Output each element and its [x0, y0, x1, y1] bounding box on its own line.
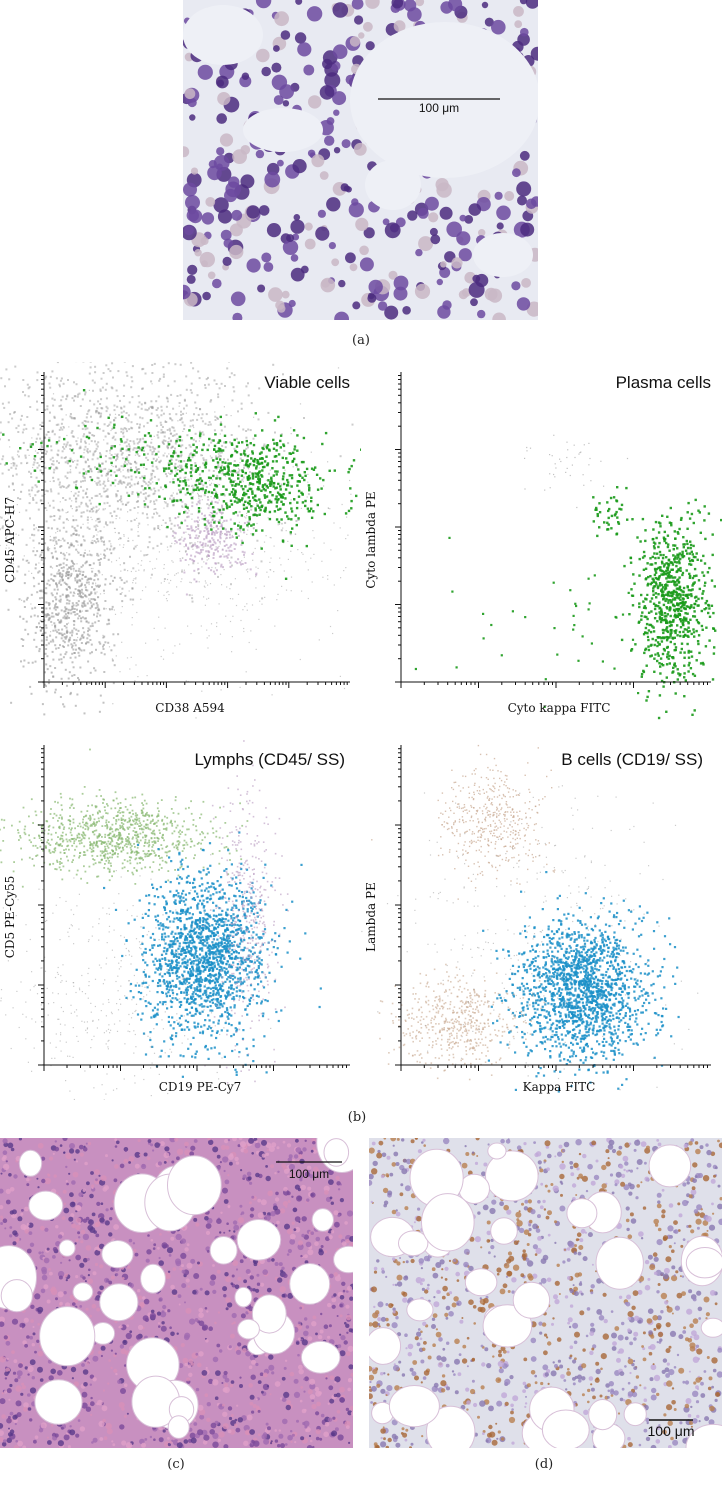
flow-plot-x-label: CD19 PE-Cy7: [159, 1080, 242, 1094]
flow-plot-plasma-cells: Plasma cells Cyto kappa FITC Cyto lambda…: [361, 362, 722, 722]
panel-c-image: 100 μm: [0, 1138, 353, 1448]
panel-a-caption: (a): [352, 333, 370, 348]
panel-c-caption: (c): [167, 1457, 185, 1472]
panel-d-caption: (d): [534, 1457, 554, 1472]
flow-plot-y-label: CD45 APC-H7: [3, 497, 17, 583]
panel-c-histology: 100 μm: [0, 1138, 353, 1448]
panel-d-immunostain: 100 μm: [369, 1138, 722, 1448]
panel-d-image: 100 μm: [369, 1138, 722, 1448]
flow-plot-x-label: Cyto kappa FITC: [508, 701, 611, 715]
flow-plot-y-label: Cyto lambda PE: [364, 491, 378, 588]
panel-a-scale-label: 100 μm: [419, 101, 459, 115]
flow-plot-title: B cells (CD19/ SS): [561, 750, 703, 769]
flow-plot-x-label: Kappa FITC: [523, 1080, 596, 1094]
flow-plot-y-label: Lambda PE: [364, 882, 378, 952]
panel-c-scale-label: 100 μm: [289, 1167, 329, 1181]
flow-plot-lymphs: Lymphs (CD45/ SS) CD19 PE-Cy7 CD5 PE-Cy5…: [0, 735, 361, 1100]
flow-plot-x-label: CD38 A594: [155, 701, 225, 715]
panel-a-micrograph: 100 μm: [183, 0, 538, 320]
panel-b-caption: (b): [347, 1110, 367, 1125]
panel-d-scale-label: 100 μm: [648, 1423, 695, 1439]
flow-plot-title: Plasma cells: [616, 373, 711, 392]
flow-plot-viable-cells: Viable cells CD38 A594 CD45 APC-H7: [0, 362, 361, 722]
flow-plot-b-cells: B cells (CD19/ SS) Kappa FITC Lambda PE: [361, 735, 722, 1100]
flow-plot-y-label: CD5 PE-Cy55: [3, 876, 17, 959]
panel-a-image: 100 μm: [183, 0, 538, 320]
flow-plot-title: Lymphs (CD45/ SS): [194, 750, 345, 769]
flow-plot-title: Viable cells: [264, 373, 350, 392]
